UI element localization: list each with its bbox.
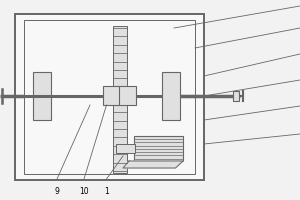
Bar [116,144,135,153]
Bar [103,86,120,105]
Polygon shape [123,161,183,168]
Bar [134,136,183,161]
Bar [24,20,195,174]
Bar [119,86,136,105]
Text: 9: 9 [55,187,59,196]
Bar [33,72,51,120]
Bar [162,72,180,120]
Text: 10: 10 [79,187,89,196]
Text: 1: 1 [104,187,109,196]
Bar [15,14,204,180]
Bar [113,26,127,173]
Bar [232,91,239,101]
